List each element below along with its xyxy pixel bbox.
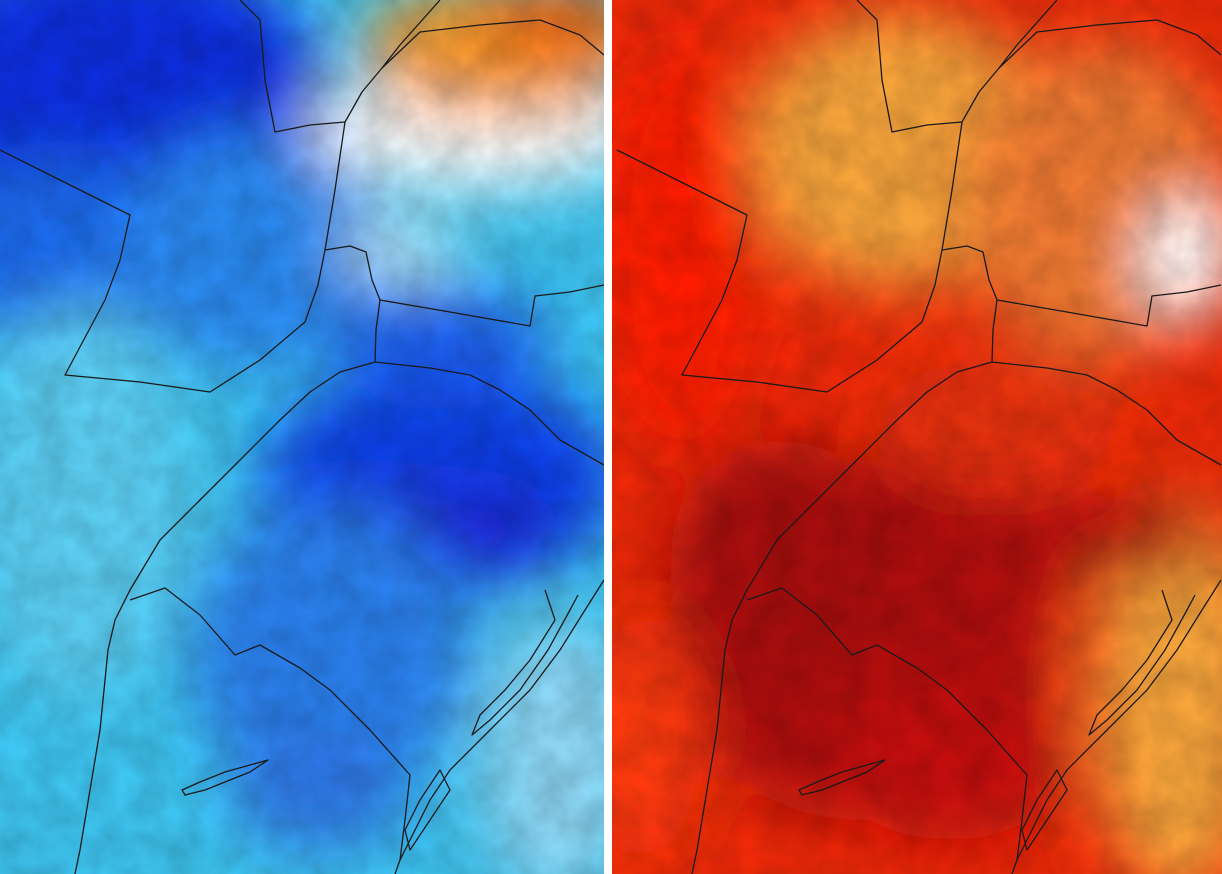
right-panel — [612, 0, 1222, 874]
right-texture — [612, 0, 1222, 874]
left-panel — [0, 0, 604, 874]
divider — [604, 0, 612, 874]
left-texture — [0, 0, 604, 874]
